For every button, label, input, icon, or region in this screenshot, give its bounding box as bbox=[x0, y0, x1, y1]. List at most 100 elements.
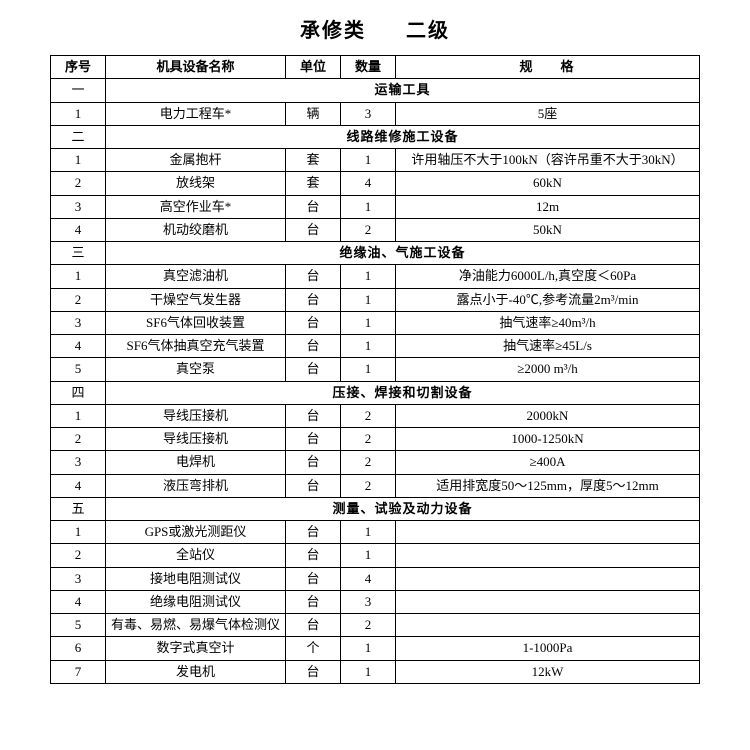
cell-spec: ≥2000 m³/h bbox=[396, 358, 700, 381]
table-row: 6数字式真空计个11-1000Pa bbox=[51, 637, 700, 660]
cell-name: 导线压接机 bbox=[106, 428, 286, 451]
cell-unit: 台 bbox=[286, 335, 341, 358]
cell-index: 4 bbox=[51, 335, 106, 358]
cell-spec: 许用轴压不大于100kN（容许吊重不大于30kN） bbox=[396, 149, 700, 172]
cell-name: 导线压接机 bbox=[106, 404, 286, 427]
table-row: 1真空滤油机台1净油能力6000L/h,真空度＜60Pa bbox=[51, 265, 700, 288]
cell-index: 1 bbox=[51, 404, 106, 427]
table-row: 4液压弯排机台2适用排宽度50～125mm，厚度5～12mm bbox=[51, 474, 700, 497]
cell-index: 3 bbox=[51, 451, 106, 474]
cell-spec: 1000-1250kN bbox=[396, 428, 700, 451]
section-title: 压接、焊接和切割设备 bbox=[106, 381, 700, 404]
section-number: 一 bbox=[51, 79, 106, 102]
cell-qty: 1 bbox=[341, 311, 396, 334]
cell-index: 3 bbox=[51, 195, 106, 218]
table-row: 2导线压接机台21000-1250kN bbox=[51, 428, 700, 451]
cell-name: 有毒、易燃、易爆气体检测仪 bbox=[106, 614, 286, 637]
table-row: 2全站仪台1 bbox=[51, 544, 700, 567]
cell-spec: 5座 bbox=[396, 102, 700, 125]
cell-unit: 台 bbox=[286, 218, 341, 241]
cell-unit: 台 bbox=[286, 544, 341, 567]
cell-spec bbox=[396, 544, 700, 567]
cell-unit: 台 bbox=[286, 474, 341, 497]
cell-qty: 1 bbox=[341, 637, 396, 660]
cell-unit: 台 bbox=[286, 311, 341, 334]
cell-unit: 辆 bbox=[286, 102, 341, 125]
cell-qty: 3 bbox=[341, 590, 396, 613]
section-title: 绝缘油、气施工设备 bbox=[106, 242, 700, 265]
cell-spec bbox=[396, 521, 700, 544]
cell-qty: 4 bbox=[341, 172, 396, 195]
cell-name: 液压弯排机 bbox=[106, 474, 286, 497]
cell-name: 发电机 bbox=[106, 660, 286, 683]
cell-unit: 台 bbox=[286, 428, 341, 451]
table-row: 1导线压接机台22000kN bbox=[51, 404, 700, 427]
section-row: 二线路维修施工设备 bbox=[51, 125, 700, 148]
cell-index: 2 bbox=[51, 428, 106, 451]
section-title: 测量、试验及动力设备 bbox=[106, 497, 700, 520]
cell-spec: ≥400A bbox=[396, 451, 700, 474]
table-row: 4SF6气体抽真空充气装置台1抽气速率≥45L/s bbox=[51, 335, 700, 358]
cell-name: 真空泵 bbox=[106, 358, 286, 381]
table-header-row: 序号 机具设备名称 单位 数量 规格 bbox=[51, 56, 700, 79]
table-row: 1金属抱杆套1许用轴压不大于100kN（容许吊重不大于30kN） bbox=[51, 149, 700, 172]
cell-unit: 台 bbox=[286, 590, 341, 613]
table-row: 5有毒、易燃、易爆气体检测仪台2 bbox=[51, 614, 700, 637]
cell-qty: 1 bbox=[341, 265, 396, 288]
cell-name: 真空滤油机 bbox=[106, 265, 286, 288]
cell-index: 5 bbox=[51, 358, 106, 381]
cell-unit: 台 bbox=[286, 288, 341, 311]
cell-qty: 2 bbox=[341, 451, 396, 474]
cell-index: 1 bbox=[51, 149, 106, 172]
cell-unit: 台 bbox=[286, 614, 341, 637]
cell-spec: 12m bbox=[396, 195, 700, 218]
cell-name: 接地电阻测试仪 bbox=[106, 567, 286, 590]
cell-qty: 2 bbox=[341, 218, 396, 241]
table-row: 1GPS或激光测距仪台1 bbox=[51, 521, 700, 544]
cell-index: 7 bbox=[51, 660, 106, 683]
table-row: 3SF6气体回收装置台1抽气速率≥40m³/h bbox=[51, 311, 700, 334]
cell-name: 高空作业车* bbox=[106, 195, 286, 218]
cell-index: 1 bbox=[51, 265, 106, 288]
table-row: 5真空泵台1≥2000 m³/h bbox=[51, 358, 700, 381]
col-header-index: 序号 bbox=[51, 56, 106, 79]
cell-qty: 1 bbox=[341, 149, 396, 172]
cell-qty: 1 bbox=[341, 660, 396, 683]
table-row: 7发电机台112kW bbox=[51, 660, 700, 683]
table-row: 3电焊机台2≥400A bbox=[51, 451, 700, 474]
table-row: 4机动绞磨机台250kN bbox=[51, 218, 700, 241]
cell-unit: 台 bbox=[286, 404, 341, 427]
section-title: 线路维修施工设备 bbox=[106, 125, 700, 148]
cell-qty: 1 bbox=[341, 521, 396, 544]
section-row: 四压接、焊接和切割设备 bbox=[51, 381, 700, 404]
cell-index: 2 bbox=[51, 288, 106, 311]
cell-name: GPS或激光测距仪 bbox=[106, 521, 286, 544]
cell-index: 3 bbox=[51, 311, 106, 334]
cell-spec bbox=[396, 614, 700, 637]
cell-unit: 台 bbox=[286, 195, 341, 218]
table-row: 3高空作业车*台112m bbox=[51, 195, 700, 218]
cell-unit: 台 bbox=[286, 567, 341, 590]
cell-index: 2 bbox=[51, 172, 106, 195]
cell-name: 全站仪 bbox=[106, 544, 286, 567]
section-number: 四 bbox=[51, 381, 106, 404]
col-header-name: 机具设备名称 bbox=[106, 56, 286, 79]
col-header-qty: 数量 bbox=[341, 56, 396, 79]
cell-spec: 抽气速率≥45L/s bbox=[396, 335, 700, 358]
section-number: 二 bbox=[51, 125, 106, 148]
cell-index: 6 bbox=[51, 637, 106, 660]
cell-qty: 2 bbox=[341, 614, 396, 637]
table-row: 4绝缘电阻测试仪台3 bbox=[51, 590, 700, 613]
cell-unit: 台 bbox=[286, 660, 341, 683]
cell-qty: 2 bbox=[341, 474, 396, 497]
cell-spec: 净油能力6000L/h,真空度＜60Pa bbox=[396, 265, 700, 288]
cell-index: 5 bbox=[51, 614, 106, 637]
section-row: 一运输工具 bbox=[51, 79, 700, 102]
cell-qty: 3 bbox=[341, 102, 396, 125]
cell-qty: 1 bbox=[341, 335, 396, 358]
cell-name: 干燥空气发生器 bbox=[106, 288, 286, 311]
cell-name: 数字式真空计 bbox=[106, 637, 286, 660]
cell-index: 4 bbox=[51, 218, 106, 241]
title-right: 二级 bbox=[406, 20, 450, 42]
cell-index: 3 bbox=[51, 567, 106, 590]
